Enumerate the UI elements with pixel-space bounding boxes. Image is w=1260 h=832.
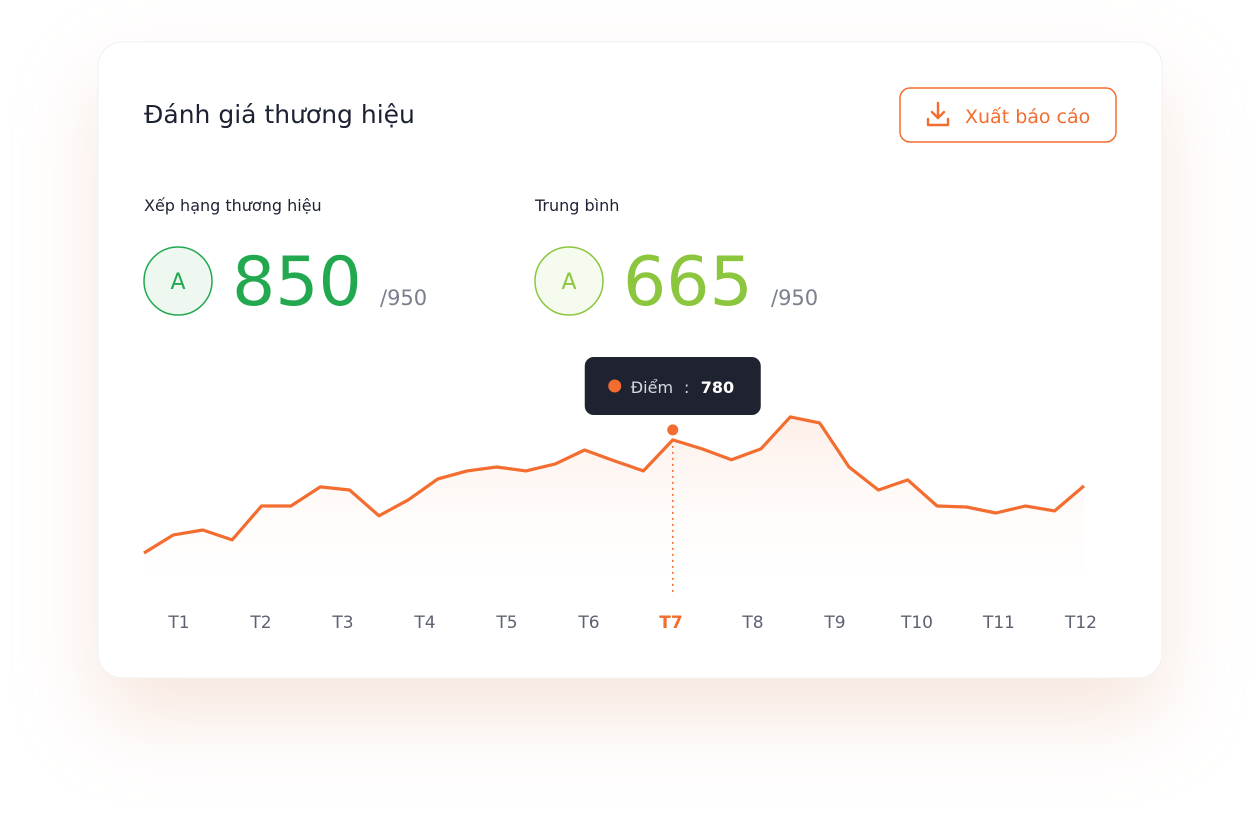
grade-letter: A	[170, 270, 185, 295]
stat-label: Xếp hạng thương hiệu	[144, 196, 322, 215]
line-series	[143, 415, 1086, 555]
x-tick-label: T6	[577, 613, 599, 633]
score-value: 665	[623, 243, 753, 322]
tooltip-value: 780	[701, 378, 734, 397]
x-tick-label: T3	[331, 613, 353, 633]
score-max: /950	[771, 286, 818, 310]
tooltip-box	[584, 357, 761, 415]
hover-point	[667, 424, 679, 436]
x-tick-label: T12	[1064, 613, 1097, 633]
button-frame[interactable]	[899, 87, 1117, 143]
download-icon	[926, 101, 950, 127]
tooltip-separator: :	[684, 378, 689, 397]
grade-badge	[143, 246, 213, 316]
grade-badge	[534, 246, 604, 316]
tooltip-dot	[608, 379, 622, 393]
score-value: 850	[232, 243, 362, 322]
x-tick-label: T1	[167, 613, 189, 633]
button-label[interactable]: Xuất báo cáo	[965, 106, 1090, 128]
x-tick-label: T9	[823, 613, 845, 633]
card-title: Đánh giá thương hiệu	[144, 100, 415, 129]
x-tick-label: T8	[741, 613, 763, 633]
score-max: /950	[380, 286, 427, 310]
stat-label: Trung bình	[534, 196, 619, 215]
export-button[interactable]: Xuất báo cáo	[899, 87, 1117, 143]
x-tick-label: T11	[982, 613, 1015, 633]
x-tick-label: T2	[249, 613, 271, 633]
x-tick-label: T5	[495, 613, 517, 633]
tooltip-label: Điểm	[631, 378, 673, 397]
area-fill	[144, 416, 1084, 600]
grade-letter: A	[561, 270, 576, 295]
x-tick-label: T7	[659, 613, 682, 633]
x-tick-label: T10	[900, 613, 933, 633]
x-tick-label: T4	[413, 613, 435, 633]
